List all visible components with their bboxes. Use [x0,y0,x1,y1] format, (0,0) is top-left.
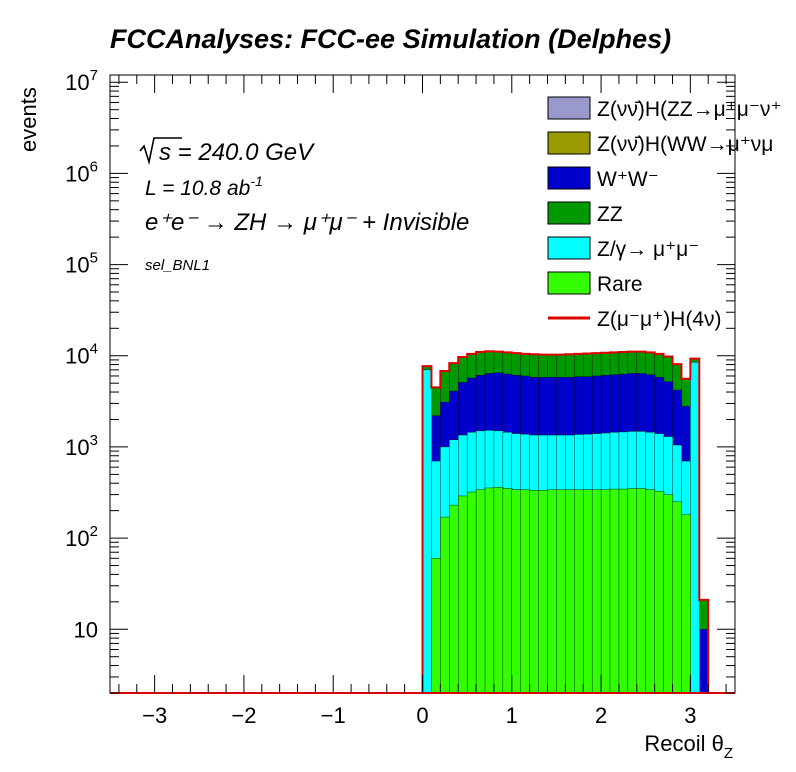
bar-rare-17 [574,489,584,694]
legend-entry: ZZ [547,201,623,226]
bar-rare-5 [466,491,477,694]
x-tick-label: −2 [231,703,256,728]
bar-rare-27 [663,494,674,694]
annotation-process: e⁺e⁻ → ZH → μ⁺μ⁻ + Invisible [145,209,469,236]
bar-rare-23 [627,488,638,694]
y-tick-label: 107 [65,67,98,95]
x-tick-label: 0 [416,703,428,728]
legend-entry: W⁺W⁻ [547,166,659,191]
bar-rare-16 [565,489,575,694]
y-axis-label: events [16,87,41,152]
legend: Z(νν̄)H(ZZ→μ⁺μ⁻ν⁺ Z(νν̄)H(WW→μ⁺νμ W⁺W⁻ ZZ Z/… [547,96,782,331]
annotation-lumi: L = 10.8 ab-1 [145,173,263,200]
y-tick-label: 10 [74,617,98,642]
bar-z-0 [422,369,433,694]
legend-label: W⁺W⁻ [597,168,659,191]
sqrt-symbol-icon [139,137,182,166]
bar-rare-22 [618,488,629,694]
bar-rare-26 [654,491,665,694]
bar-rare-3 [449,504,459,694]
legend-swatch [547,96,591,120]
bar-rare-19 [591,489,602,694]
x-tick-label: −1 [321,703,346,728]
legend-entry: Z(νν̄)H(ZZ→μ⁺μ⁻ν⁺ [547,96,782,121]
bar-rare-20 [600,489,611,694]
legend-label: Z(μ⁻μ⁺)H(4ν) [597,308,722,331]
legend-entry: Rare [547,271,643,296]
bar-rare-1 [431,558,441,694]
bar-rare-2 [440,516,450,694]
legend-swatch [547,201,591,225]
x-tick-label: 2 [595,703,607,728]
legend-entry: Z(νν̄)H(WW→μ⁺νμ [547,131,773,156]
legend-label: Z/γ→ μ⁺μ⁻ [597,238,699,261]
bar-rare-13 [538,490,549,694]
legend-entry: Z(μ⁻μ⁺)H(4ν) [548,308,722,331]
bar-rare-18 [583,489,593,694]
bar-rare-15 [556,489,566,694]
bar-rare-8 [493,487,504,694]
bar-rare-29 [681,514,691,694]
annotation-sqrt-s: s = 240.0 GeV [139,137,315,166]
legend-swatch [547,166,591,190]
x-tick-label: −3 [142,703,167,728]
y-tick-label: 105 [65,250,98,278]
signal-line [421,350,718,694]
bar-rare-12 [529,490,540,694]
bar-rare-7 [484,487,495,694]
legend-swatch [547,131,591,155]
x-axis-label: Recoil θZ [644,731,733,762]
bar-rare-21 [609,488,620,694]
bar-rare-14 [547,489,558,694]
y-axis: 10 102 103 104 105 106 107 [65,67,735,694]
bar-rare-11 [520,489,531,694]
legend-label: ZZ [597,203,623,226]
chart-title: FCCAnalyses: FCC-ee Simulation (Delphes) [110,24,671,54]
legend-label: Rare [597,273,643,296]
legend-entry: Z/γ→ μ⁺μ⁻ [547,236,699,261]
x-tick-label: 3 [684,703,696,728]
bar-rare-6 [475,489,486,694]
y-tick-label: 104 [65,341,98,369]
y-tick-label: 102 [65,523,98,551]
bar-rare-4 [458,495,468,694]
legend-label: Z(νν̄)H(WW→μ⁺νμ [597,133,773,156]
y-tick-label: 103 [65,432,98,460]
legend-label: Z(νν̄)H(ZZ→μ⁺μ⁻ν⁺ [597,98,782,121]
histogram-bars [422,351,709,694]
legend-swatch [547,236,591,260]
y-tick-label: 106 [65,158,98,186]
x-tick-label: 1 [506,703,518,728]
bar-rare-10 [511,489,522,694]
bar-rare-28 [672,501,683,694]
bar-rare-25 [645,489,656,694]
svg-text:s = 240.0 GeV: s = 240.0 GeV [159,139,315,166]
bar-rare-24 [636,488,647,694]
legend-swatch [547,271,591,295]
x-axis: −3 −2 −1 0 1 2 3 [118,75,727,728]
annotation-selection: sel_BNL1 [145,257,210,274]
bar-rare-9 [502,488,513,694]
